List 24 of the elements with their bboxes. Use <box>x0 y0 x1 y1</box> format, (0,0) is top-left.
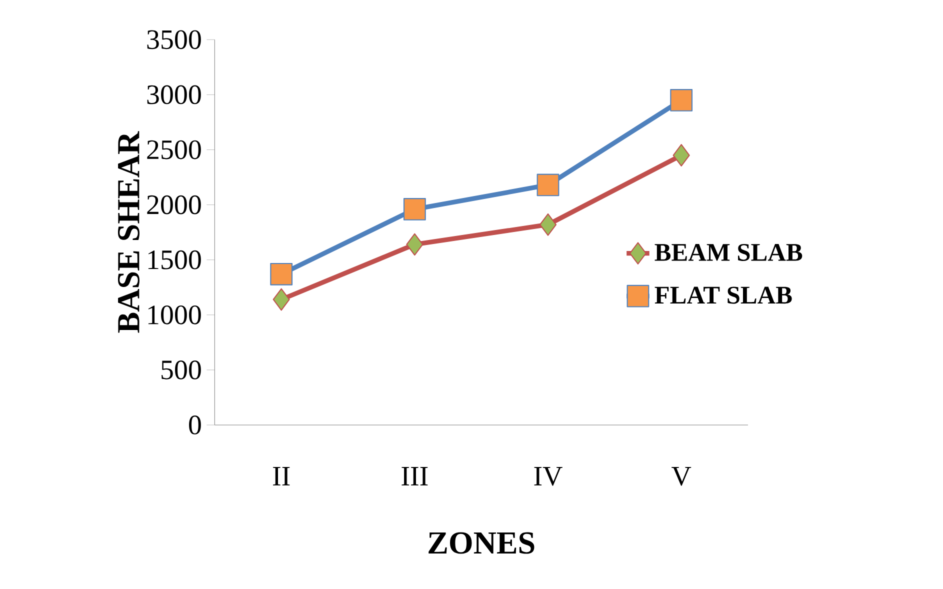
point <box>403 198 426 220</box>
y-tick-label: 3500 <box>147 30 201 50</box>
y-axis-title: BASE SHEAR <box>118 131 140 333</box>
point <box>270 262 293 286</box>
legend-label: FLAT SLAB <box>654 286 792 304</box>
y-tick-label: 2500 <box>147 140 201 160</box>
point <box>272 288 290 311</box>
point <box>670 89 693 112</box>
y-tick-label: 3000 <box>147 85 201 104</box>
y-tick-label: 500 <box>162 360 201 380</box>
x-axis-title: ZONES <box>428 532 534 554</box>
point <box>536 174 560 196</box>
legend-label: BEAM SLAB <box>654 244 802 261</box>
x-tick-label: V <box>672 467 692 486</box>
point <box>672 144 690 166</box>
y-tick-label: 0 <box>189 416 201 434</box>
x-tick-label: III <box>402 467 428 486</box>
x-tick-label: IV <box>534 467 562 486</box>
y-tick-label: 1500 <box>148 250 201 270</box>
x-tick-label: II <box>273 467 290 486</box>
point <box>406 233 424 256</box>
y-tick-label: 1000 <box>148 305 201 324</box>
y-tick-label: 2000 <box>147 195 201 214</box>
point <box>539 213 557 236</box>
